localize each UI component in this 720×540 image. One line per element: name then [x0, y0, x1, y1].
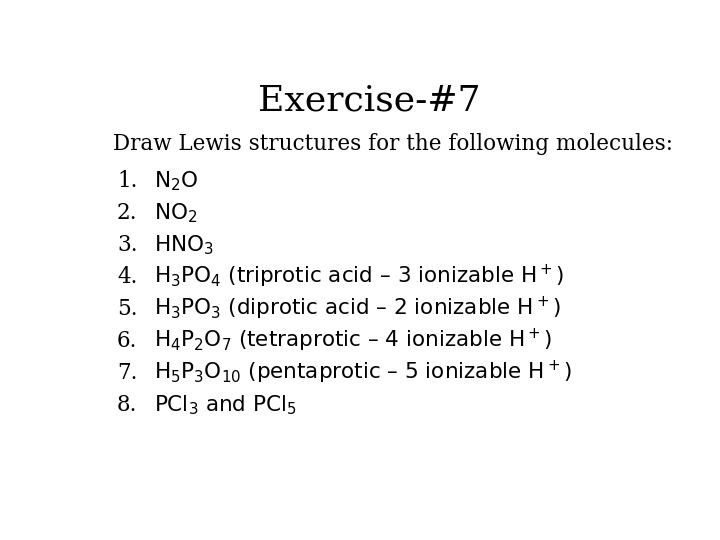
Text: $\mathrm{H_4P_2O_7}$ (tetraprotic – 4 ionizable $\mathrm{H^+}$): $\mathrm{H_4P_2O_7}$ (tetraprotic – 4 io… [154, 327, 552, 354]
Text: $\mathrm{NO_2}$: $\mathrm{NO_2}$ [154, 201, 197, 225]
Text: $\mathrm{PCl_3}$ and $\mathrm{PCl_5}$: $\mathrm{PCl_3}$ and $\mathrm{PCl_5}$ [154, 393, 297, 417]
Text: $\mathrm{H_3PO_3}$ (diprotic acid – 2 ionizable $\mathrm{H^+}$): $\mathrm{H_3PO_3}$ (diprotic acid – 2 io… [154, 295, 561, 322]
Text: Exercise-#7: Exercise-#7 [258, 83, 480, 117]
Text: 7.: 7. [117, 362, 138, 384]
Text: 2.: 2. [117, 202, 138, 224]
Text: 8.: 8. [117, 394, 138, 416]
Text: 3.: 3. [117, 234, 138, 256]
Text: $\mathrm{N_2O}$: $\mathrm{N_2O}$ [154, 169, 199, 193]
Text: 6.: 6. [117, 330, 138, 352]
Text: 1.: 1. [117, 170, 138, 192]
Text: $\mathrm{H_5P_3O_{10}}$ (pentaprotic – 5 ionizable $\mathrm{H^+}$): $\mathrm{H_5P_3O_{10}}$ (pentaprotic – 5… [154, 359, 572, 386]
Text: Draw Lewis structures for the following molecules:: Draw Lewis structures for the following … [114, 133, 673, 155]
Text: 4.: 4. [117, 266, 138, 288]
Text: $\mathrm{HNO_3}$: $\mathrm{HNO_3}$ [154, 233, 214, 256]
Text: $\mathrm{H_3PO_4}$ (triprotic acid – 3 ionizable $\mathrm{H^+}$): $\mathrm{H_3PO_4}$ (triprotic acid – 3 i… [154, 262, 564, 290]
Text: 5.: 5. [117, 298, 138, 320]
